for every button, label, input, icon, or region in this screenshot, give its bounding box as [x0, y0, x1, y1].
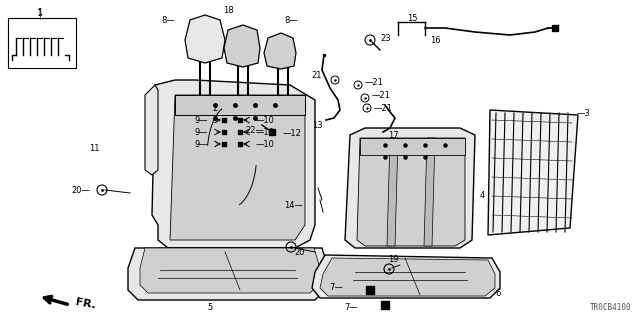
Text: —21: —21 — [365, 77, 384, 86]
Polygon shape — [387, 138, 398, 246]
Polygon shape — [345, 128, 475, 248]
Text: —21: —21 — [374, 103, 393, 113]
Polygon shape — [140, 248, 320, 293]
Text: 16: 16 — [430, 36, 440, 44]
Text: —21: —21 — [372, 91, 391, 100]
Text: —3: —3 — [577, 108, 591, 117]
Polygon shape — [224, 25, 260, 67]
Text: —10: —10 — [256, 116, 275, 124]
Text: 9—: 9— — [195, 127, 208, 137]
Text: 21: 21 — [312, 70, 322, 79]
Polygon shape — [360, 138, 465, 155]
Text: —12: —12 — [283, 129, 302, 138]
Text: 2: 2 — [212, 103, 218, 113]
Text: 18: 18 — [223, 5, 234, 14]
Text: 23: 23 — [380, 34, 390, 43]
Text: 17: 17 — [388, 131, 399, 140]
FancyArrowPatch shape — [44, 296, 67, 304]
Text: 5: 5 — [207, 303, 212, 313]
Text: 9—: 9— — [195, 140, 208, 148]
Polygon shape — [312, 255, 500, 298]
Text: 7—: 7— — [329, 284, 343, 292]
Text: —10: —10 — [256, 127, 275, 137]
Text: 4: 4 — [480, 190, 485, 199]
Text: 1: 1 — [37, 7, 43, 17]
Text: 20: 20 — [295, 247, 305, 257]
Text: FR.: FR. — [75, 297, 97, 311]
Text: 11: 11 — [90, 143, 100, 153]
Text: 19: 19 — [388, 255, 398, 265]
Polygon shape — [357, 138, 465, 246]
Text: 6: 6 — [495, 290, 500, 299]
Text: 15: 15 — [407, 13, 417, 22]
Text: 13: 13 — [312, 121, 323, 130]
Polygon shape — [145, 85, 158, 175]
Polygon shape — [170, 95, 305, 240]
Polygon shape — [175, 95, 305, 115]
Text: 8—: 8— — [161, 15, 175, 25]
Text: 1: 1 — [37, 9, 43, 18]
Polygon shape — [128, 248, 328, 300]
Text: 20—: 20— — [71, 186, 90, 195]
Text: 9—: 9— — [195, 116, 208, 124]
Polygon shape — [320, 258, 495, 296]
Text: TR0CB4100: TR0CB4100 — [590, 303, 632, 312]
Polygon shape — [264, 33, 296, 69]
Text: 22—: 22— — [245, 125, 264, 134]
Text: —10: —10 — [256, 140, 275, 148]
Text: 7—: 7— — [344, 302, 358, 311]
Text: 14—: 14— — [284, 201, 303, 210]
Polygon shape — [424, 138, 435, 246]
Bar — [8, 18, 76, 68]
Polygon shape — [488, 110, 578, 235]
Polygon shape — [185, 15, 225, 63]
Text: 8—: 8— — [284, 15, 298, 25]
Polygon shape — [152, 80, 315, 248]
